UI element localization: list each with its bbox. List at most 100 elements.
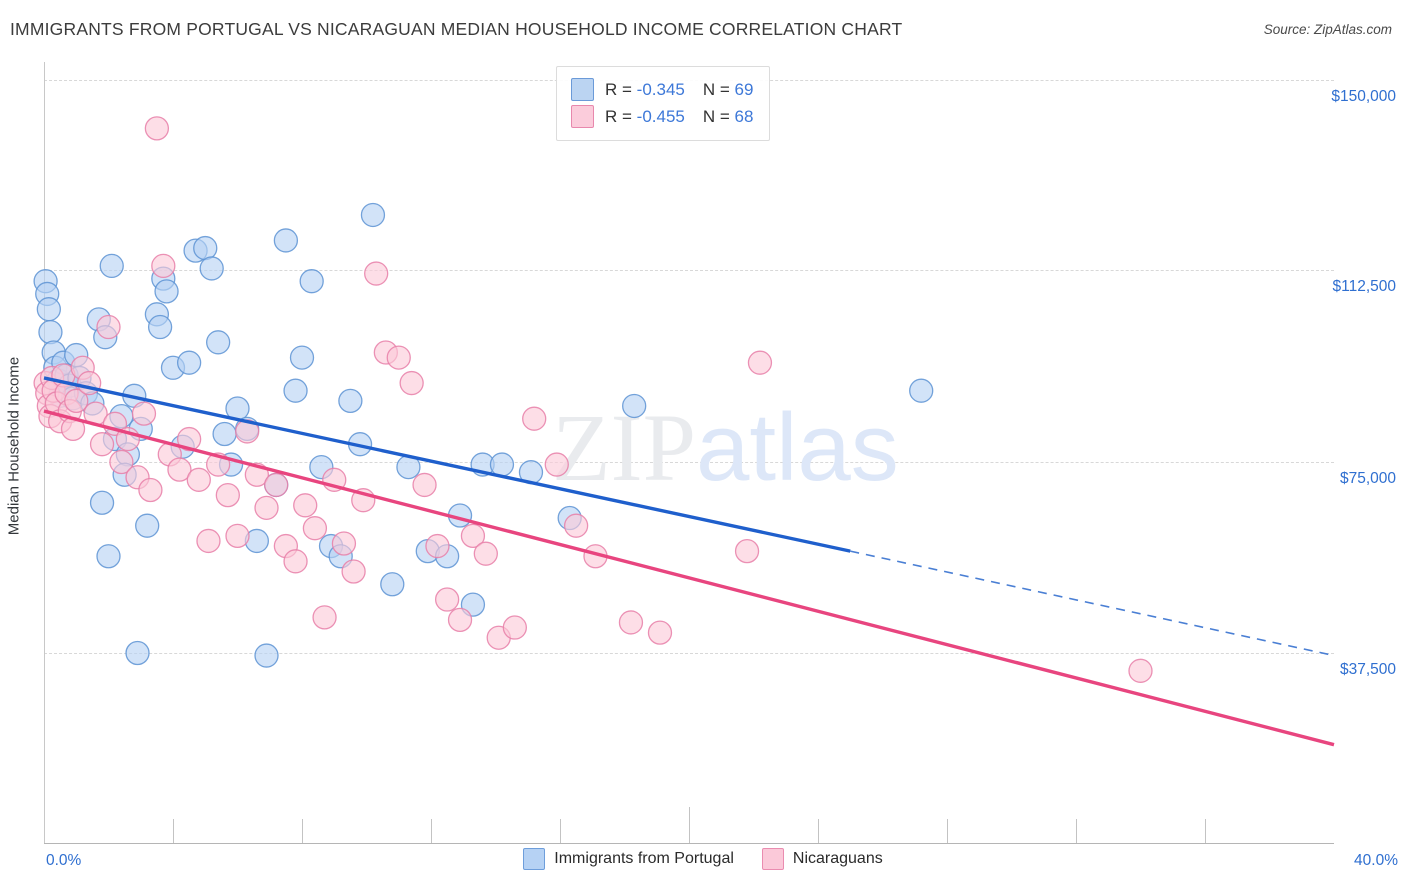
data-point — [289, 345, 315, 370]
data-point — [183, 238, 208, 263]
data-point — [470, 452, 495, 477]
data-point — [33, 370, 58, 396]
data-point — [36, 297, 61, 322]
data-point — [36, 393, 61, 419]
data-point — [35, 381, 60, 406]
data-point — [43, 355, 68, 380]
data-point — [447, 503, 473, 528]
x-axis-tick-16 — [560, 819, 561, 843]
x-axis-tick-12 — [431, 819, 432, 843]
legend-item-nicaraguans[interactable]: Nicaraguans — [761, 848, 883, 870]
data-point — [60, 416, 86, 442]
data-point — [41, 340, 66, 365]
data-point — [41, 378, 66, 403]
data-point — [186, 467, 211, 492]
x-axis-tick-24 — [818, 819, 819, 843]
x-axis-tick-28 — [947, 819, 948, 843]
data-point — [151, 253, 176, 279]
y-axis-tick-label-75000: $75,000 — [1339, 470, 1396, 487]
data-point — [64, 388, 89, 414]
data-point — [109, 404, 134, 429]
x-axis-tick-4 — [173, 819, 174, 843]
data-point — [322, 467, 347, 492]
stats-row-nicaraguans: R = -0.455 N = 68 — [571, 103, 753, 130]
series-legend: Immigrants from Portugal Nicaraguans — [0, 848, 1406, 870]
data-point — [412, 472, 437, 498]
scatter-points-layer — [33, 116, 1153, 683]
stats-n-label-portugal: N = — [702, 79, 735, 99]
data-point — [235, 419, 260, 444]
data-point — [144, 302, 170, 327]
data-point — [557, 505, 582, 531]
data-point — [425, 533, 450, 559]
data-point — [264, 472, 289, 498]
x-axis-line — [44, 843, 1334, 844]
data-point — [47, 383, 73, 408]
data-point — [215, 482, 240, 508]
data-point — [518, 460, 544, 485]
data-point — [909, 378, 934, 403]
data-point — [147, 314, 173, 340]
zipatlas-watermark: ZIPatlas — [552, 400, 899, 496]
data-point — [312, 605, 337, 630]
data-point — [33, 269, 58, 294]
data-point — [618, 610, 644, 635]
data-point — [622, 393, 647, 419]
data-point — [170, 434, 195, 459]
data-point — [302, 516, 328, 541]
data-point — [205, 452, 231, 477]
data-point — [80, 391, 105, 416]
data-point — [583, 544, 608, 569]
data-point — [338, 388, 363, 414]
legend-item-portugal[interactable]: Immigrants from Portugal — [523, 848, 734, 870]
data-point — [60, 386, 86, 411]
gridline-112500 — [44, 270, 1334, 271]
series-points-nicaraguans — [33, 116, 1153, 683]
data-point — [102, 411, 128, 436]
data-point — [331, 531, 357, 556]
data-point — [128, 416, 153, 442]
data-point — [176, 426, 202, 452]
x-axis-min-label: 0.0% — [46, 852, 82, 869]
data-point — [254, 643, 279, 668]
data-point — [38, 319, 63, 345]
data-point — [54, 363, 79, 388]
data-point — [434, 587, 460, 612]
data-point — [96, 314, 121, 340]
data-point — [89, 432, 115, 457]
data-point — [225, 523, 250, 548]
data-point — [99, 253, 124, 279]
data-point — [154, 279, 179, 304]
source-attribution: Source: ZipAtlas.com — [1263, 22, 1392, 37]
data-point — [115, 426, 140, 452]
data-point — [341, 559, 366, 584]
data-point — [196, 528, 221, 554]
data-point — [83, 401, 108, 426]
data-point — [135, 513, 160, 538]
data-point — [51, 363, 76, 388]
page-title: IMMIGRANTS FROM PORTUGAL VS NICARAGUAN M… — [10, 19, 903, 39]
gridline-37500 — [44, 653, 1334, 654]
data-point — [35, 281, 60, 307]
data-point — [460, 592, 486, 617]
data-point — [283, 549, 308, 574]
stats-r-label-portugal: R = — [605, 79, 637, 99]
data-point — [244, 462, 270, 487]
data-point — [283, 378, 308, 403]
data-point — [273, 533, 299, 559]
data-point — [235, 416, 260, 442]
correlation-stats-box: R = -0.345 N = 69 R = -0.455 N = 68 — [556, 66, 771, 141]
legend-swatch-nicaraguans — [761, 848, 784, 870]
watermark-atlas: atlas — [696, 394, 899, 501]
data-point — [254, 495, 279, 520]
data-point — [89, 490, 115, 515]
data-point — [373, 340, 399, 365]
data-point — [160, 355, 186, 380]
data-point — [347, 432, 373, 457]
trend-line-portugal — [43, 376, 851, 553]
data-point — [86, 307, 111, 332]
data-point — [46, 368, 71, 393]
data-point — [131, 401, 157, 426]
data-point — [102, 426, 128, 452]
